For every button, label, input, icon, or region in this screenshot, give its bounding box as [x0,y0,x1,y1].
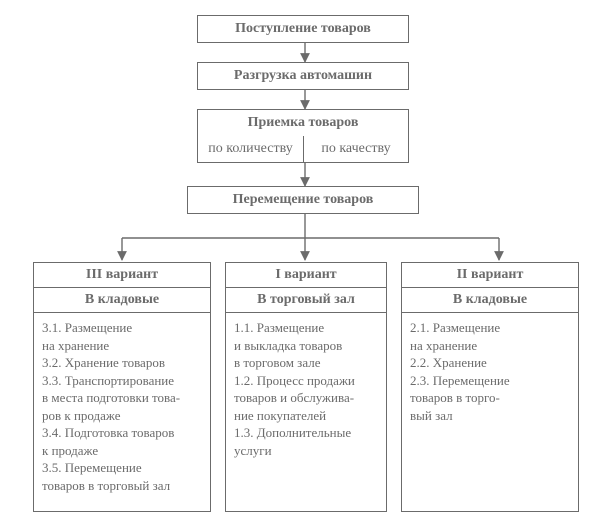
node-n1-label: Поступление товаров [235,21,371,38]
node-n3-label: Приемка товаров [248,115,359,132]
node-n3: Приемка товаров [197,109,409,137]
node-n1: Поступление товаров [197,15,409,43]
node-n2: Разгрузка автомашин [197,62,409,90]
branch-mid-body: 1.1. Размещение и выкладка товаров в тор… [226,313,386,467]
branch-left-title: III вариант [34,263,210,288]
node-n3a: по количеству [197,136,303,163]
branch-right-subtitle: В кладовые [402,288,578,313]
branch-mid-subtitle: В торговый зал [226,288,386,313]
branch-left: III вариант В кладовые 3.1. Размещение н… [33,262,211,512]
node-n2-label: Разгрузка автомашин [234,68,372,85]
node-n3b-label: по качеству [321,141,390,158]
branch-right: II вариант В кладовые 2.1. Размещение на… [401,262,579,512]
branch-mid-title: I вариант [226,263,386,288]
node-n3b: по качеству [303,136,409,163]
branch-left-body: 3.1. Размещение на хранение 3.2. Хранени… [34,313,210,502]
node-n4-label: Перемещение товаров [233,192,374,209]
node-n3a-label: по количеству [208,141,292,158]
node-n4: Перемещение товаров [187,186,419,214]
branch-right-body: 2.1. Размещение на хранение 2.2. Хранени… [402,313,578,432]
branch-mid: I вариант В торговый зал 1.1. Размещение… [225,262,387,512]
branch-left-subtitle: В кладовые [34,288,210,313]
branch-right-title: II вариант [402,263,578,288]
